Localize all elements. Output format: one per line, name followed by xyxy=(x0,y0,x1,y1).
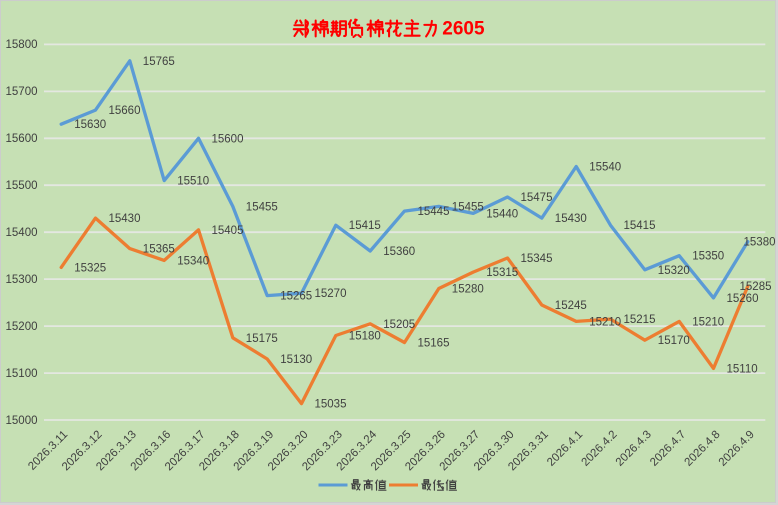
svg-text:15180: 15180 xyxy=(349,331,381,343)
svg-text:15475: 15475 xyxy=(521,192,553,204)
svg-text:15600: 15600 xyxy=(6,133,38,145)
svg-text:15510: 15510 xyxy=(177,176,209,188)
svg-text:15765: 15765 xyxy=(143,56,175,68)
svg-text:15000: 15000 xyxy=(6,415,38,427)
svg-text:15345: 15345 xyxy=(521,253,553,265)
svg-text:15315: 15315 xyxy=(486,267,518,279)
svg-text:15800: 15800 xyxy=(6,39,38,51)
svg-text:2605: 2605 xyxy=(442,19,485,40)
svg-text:15660: 15660 xyxy=(109,105,141,117)
svg-text:15280: 15280 xyxy=(452,284,484,296)
svg-text:15175: 15175 xyxy=(246,333,278,345)
svg-text:15700: 15700 xyxy=(6,86,38,98)
svg-text:15405: 15405 xyxy=(212,225,244,237)
svg-text:15210: 15210 xyxy=(589,316,621,328)
svg-text:15285: 15285 xyxy=(740,281,772,293)
svg-text:15380: 15380 xyxy=(744,237,776,249)
svg-text:15500: 15500 xyxy=(6,180,38,192)
svg-text:15270: 15270 xyxy=(315,288,347,300)
svg-text:15455: 15455 xyxy=(452,201,484,213)
svg-text:15265: 15265 xyxy=(280,291,312,303)
svg-text:15400: 15400 xyxy=(6,227,38,239)
svg-text:15445: 15445 xyxy=(418,206,450,218)
svg-text:15365: 15365 xyxy=(143,244,175,256)
svg-text:15215: 15215 xyxy=(624,314,656,326)
svg-text:15430: 15430 xyxy=(109,213,141,225)
svg-text:15205: 15205 xyxy=(383,319,415,331)
svg-text:15440: 15440 xyxy=(486,208,518,220)
svg-text:15415: 15415 xyxy=(624,220,656,232)
svg-text:15245: 15245 xyxy=(555,300,587,312)
svg-text:15100: 15100 xyxy=(6,368,38,380)
svg-text:15630: 15630 xyxy=(74,119,106,131)
svg-text:15165: 15165 xyxy=(418,338,450,350)
svg-text:15540: 15540 xyxy=(589,162,621,174)
svg-text:15320: 15320 xyxy=(658,265,690,277)
svg-text:15035: 15035 xyxy=(315,399,347,411)
svg-text:15340: 15340 xyxy=(177,255,209,267)
svg-text:15350: 15350 xyxy=(692,251,724,263)
svg-text:15430: 15430 xyxy=(555,213,587,225)
svg-text:15170: 15170 xyxy=(658,335,690,347)
svg-text:15210: 15210 xyxy=(692,316,724,328)
svg-text:15300: 15300 xyxy=(6,274,38,286)
svg-text:15360: 15360 xyxy=(383,246,415,258)
svg-text:15130: 15130 xyxy=(280,354,312,366)
svg-text:15260: 15260 xyxy=(727,293,759,305)
svg-text:15200: 15200 xyxy=(6,321,38,333)
svg-text:15455: 15455 xyxy=(246,201,278,213)
svg-text:15600: 15600 xyxy=(212,133,244,145)
svg-text:15325: 15325 xyxy=(74,262,106,274)
svg-text:15415: 15415 xyxy=(349,220,381,232)
svg-text:15110: 15110 xyxy=(727,363,758,375)
